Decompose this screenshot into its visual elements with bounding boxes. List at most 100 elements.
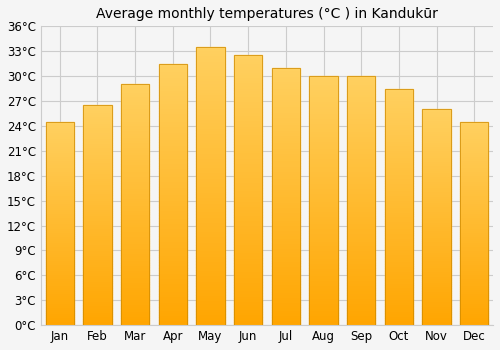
Bar (84, 173, 112, 176)
Bar (234, 188, 262, 190)
Bar (347, 144, 376, 146)
Bar (422, 111, 450, 114)
Bar (422, 273, 450, 275)
Bar (196, 55, 224, 58)
Bar (460, 215, 488, 217)
Bar (158, 220, 187, 223)
Bar (384, 271, 413, 273)
Bar (272, 274, 300, 276)
Bar (46, 311, 74, 313)
Bar (310, 248, 338, 251)
Bar (84, 164, 112, 167)
Bar (84, 250, 112, 253)
Bar (310, 76, 338, 325)
Bar (272, 68, 300, 325)
Bar (384, 145, 413, 148)
Bar (460, 170, 488, 173)
Bar (384, 160, 413, 162)
Bar (272, 284, 300, 287)
Bar (272, 320, 300, 323)
Bar (84, 239, 112, 241)
Bar (158, 231, 187, 234)
Bar (234, 190, 262, 193)
Bar (84, 284, 112, 286)
Bar (422, 234, 450, 237)
Bar (234, 185, 262, 188)
Bar (347, 171, 376, 173)
Bar (347, 196, 376, 198)
Bar (196, 111, 224, 114)
Bar (196, 94, 224, 97)
Bar (422, 131, 450, 133)
Bar (121, 135, 150, 138)
Bar (347, 293, 376, 295)
Bar (310, 111, 338, 113)
Bar (84, 321, 112, 323)
Bar (84, 222, 112, 224)
Bar (422, 299, 450, 301)
Bar (384, 275, 413, 278)
Bar (121, 248, 150, 251)
Bar (158, 145, 187, 147)
Bar (234, 298, 262, 301)
Bar (46, 248, 74, 250)
Bar (460, 167, 488, 169)
Bar (272, 194, 300, 196)
Bar (158, 137, 187, 140)
Bar (347, 113, 376, 116)
Bar (460, 181, 488, 183)
Bar (234, 172, 262, 174)
Bar (121, 301, 150, 303)
Bar (158, 265, 187, 268)
Bar (121, 316, 150, 318)
Bar (121, 212, 150, 215)
Bar (196, 245, 224, 247)
Bar (121, 94, 150, 97)
Bar (234, 88, 262, 90)
Bar (196, 231, 224, 233)
Bar (196, 103, 224, 105)
Bar (310, 124, 338, 126)
Bar (460, 278, 488, 280)
Bar (196, 186, 224, 189)
Bar (310, 228, 338, 231)
Bar (234, 198, 262, 201)
Bar (460, 317, 488, 319)
Bar (84, 270, 112, 272)
Bar (347, 223, 376, 225)
Bar (196, 217, 224, 219)
Bar (460, 205, 488, 207)
Bar (460, 309, 488, 311)
Bar (158, 155, 187, 158)
Bar (347, 168, 376, 171)
Bar (196, 264, 224, 267)
Bar (460, 162, 488, 164)
Bar (384, 150, 413, 153)
Bar (460, 230, 488, 232)
Bar (121, 147, 150, 149)
Bar (460, 193, 488, 195)
Bar (272, 142, 300, 145)
Bar (196, 161, 224, 164)
Bar (384, 148, 413, 150)
Bar (196, 122, 224, 125)
Bar (310, 253, 338, 255)
Bar (121, 111, 150, 113)
Bar (347, 283, 376, 285)
Bar (46, 169, 74, 170)
Bar (121, 246, 150, 248)
Bar (46, 278, 74, 280)
Bar (347, 186, 376, 188)
Bar (234, 136, 262, 139)
Bar (158, 126, 187, 129)
Bar (234, 117, 262, 120)
Bar (46, 262, 74, 264)
Bar (272, 135, 300, 137)
Bar (310, 271, 338, 273)
Bar (310, 198, 338, 201)
Bar (234, 163, 262, 166)
Bar (347, 148, 376, 151)
Bar (310, 245, 338, 248)
Bar (158, 270, 187, 273)
Bar (196, 295, 224, 298)
